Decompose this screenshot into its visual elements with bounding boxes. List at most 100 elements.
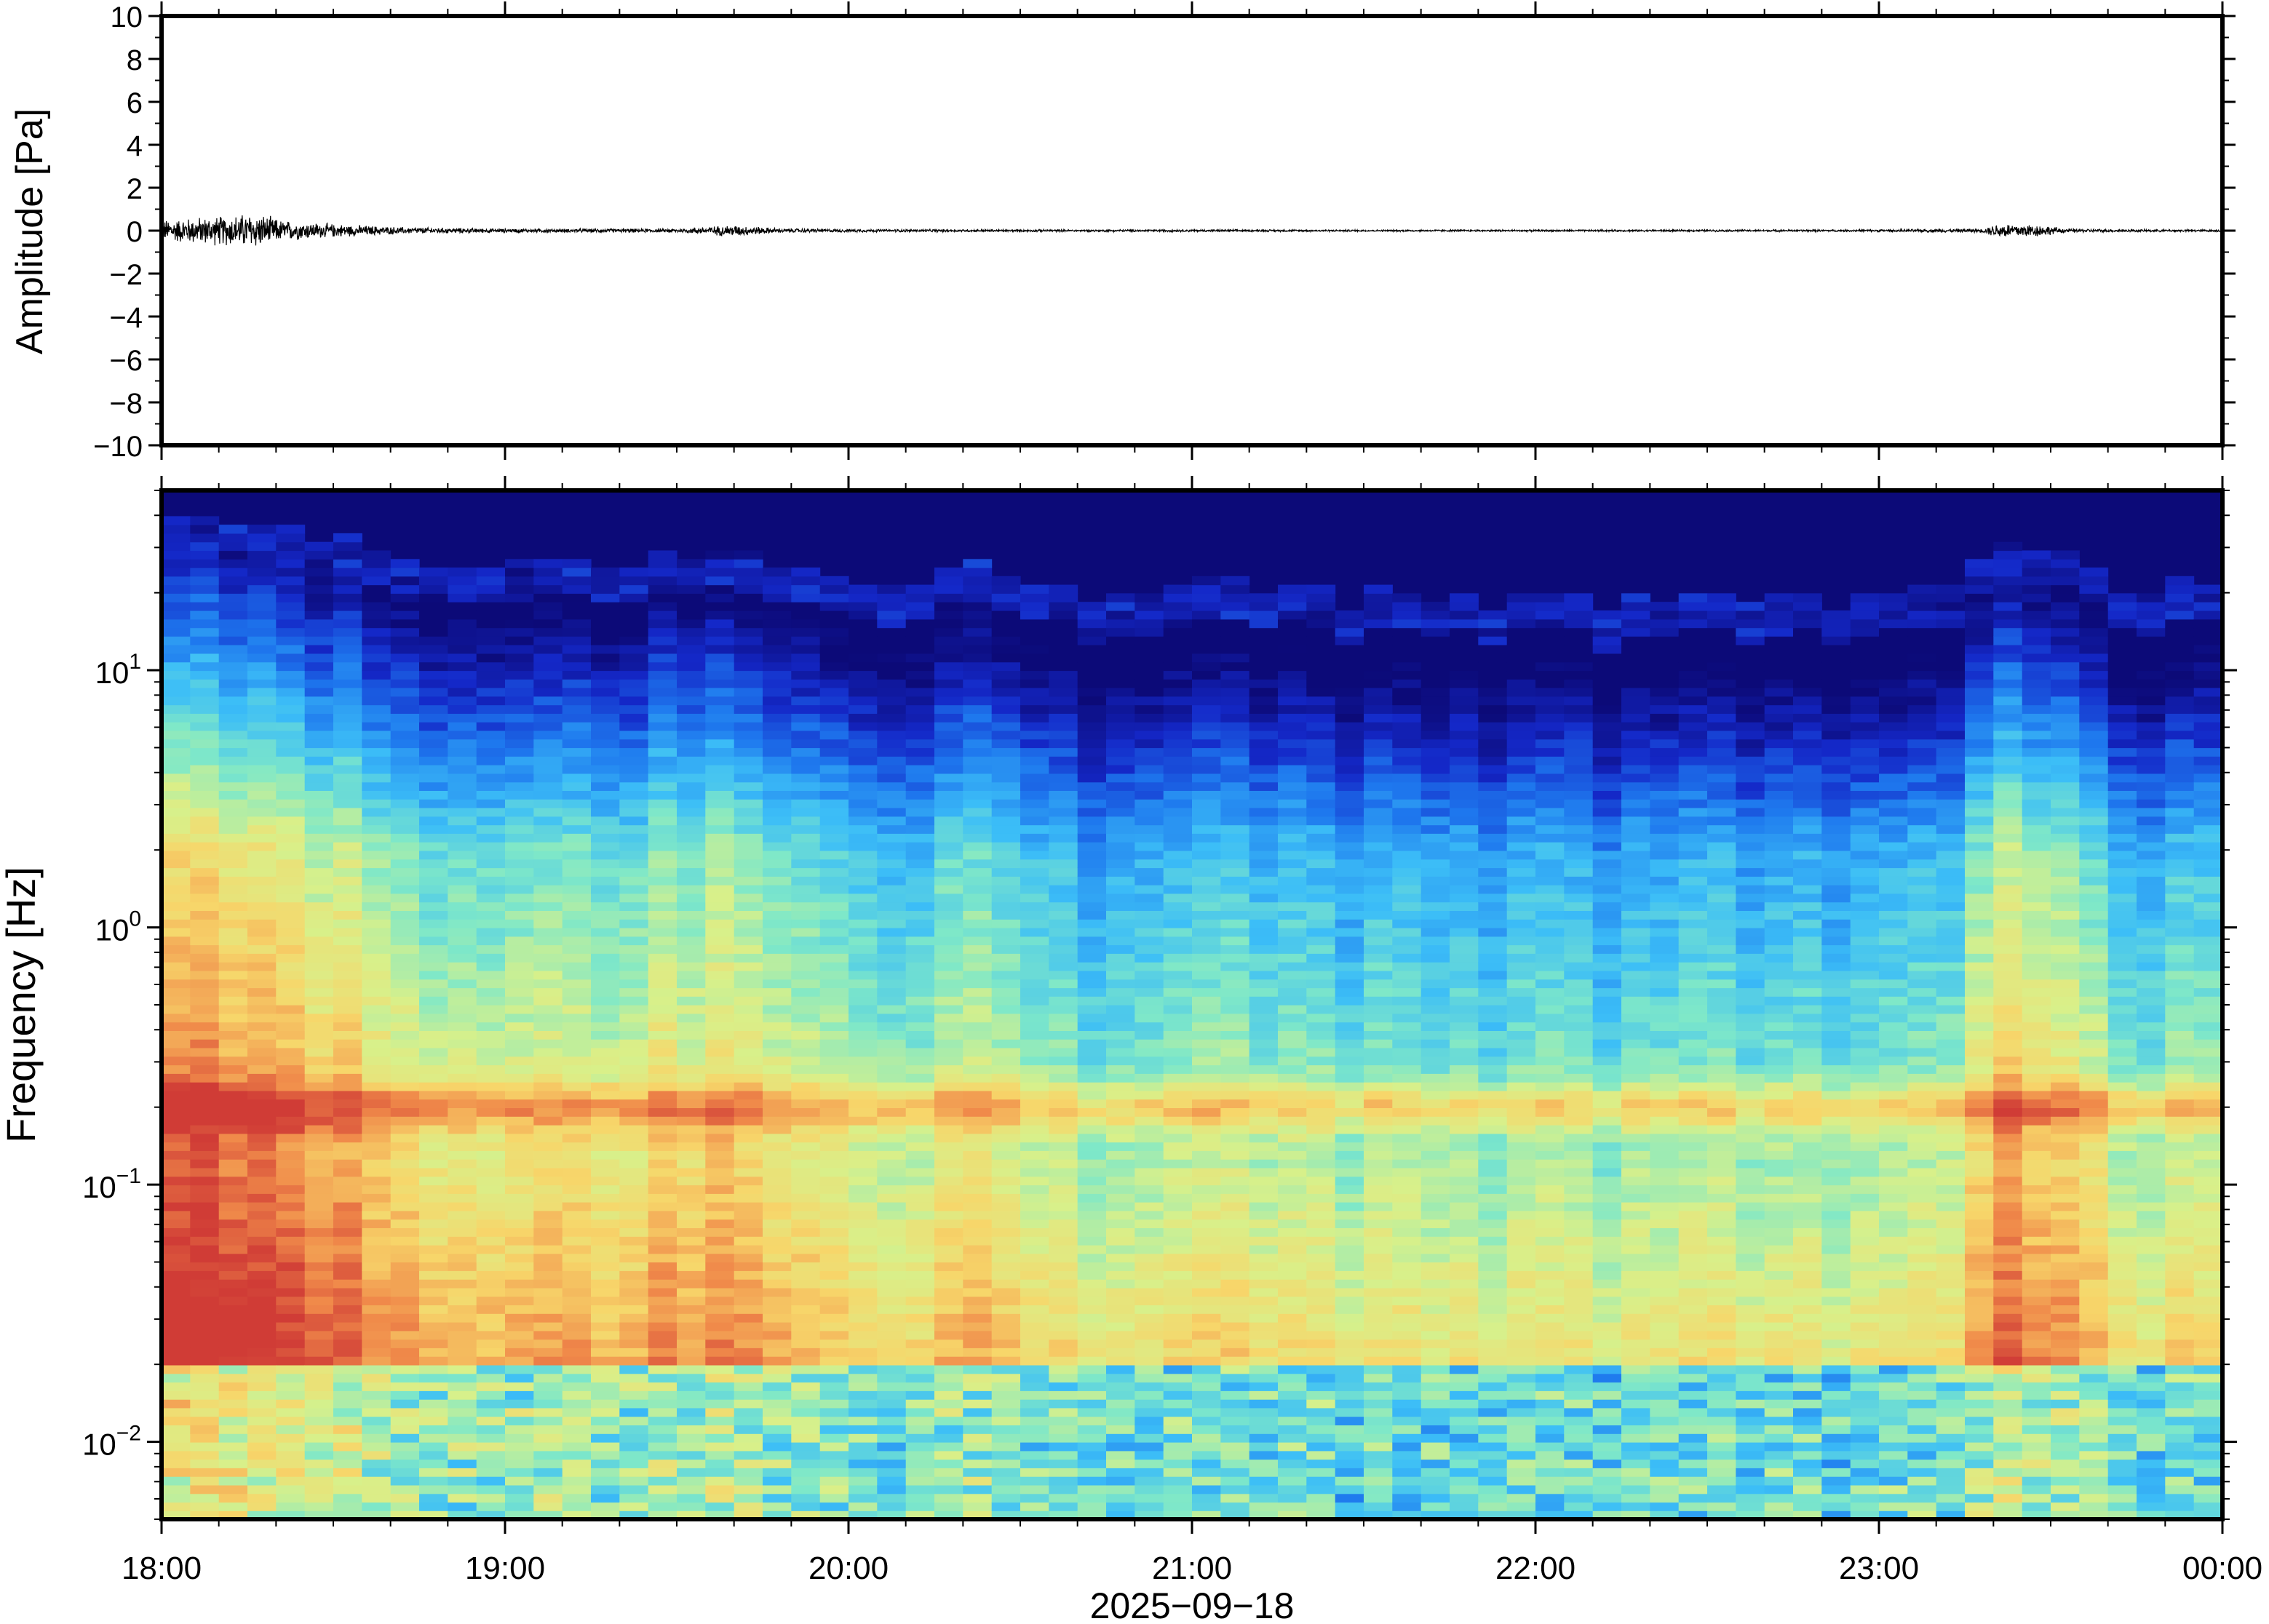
spectrogram-cell (791, 936, 821, 946)
spectrogram-cell (677, 773, 706, 783)
spectrogram-cell (1134, 1484, 1164, 1494)
spectrogram-cell (677, 636, 706, 645)
spectrogram-cell (1192, 1339, 1221, 1348)
spectrogram-cell (619, 1305, 649, 1314)
spectrogram-cell (991, 1476, 1021, 1486)
spectrogram-cell (1278, 919, 1307, 928)
spectrogram-cell (1192, 996, 1221, 1006)
spectrogram-cell (963, 1322, 993, 1332)
spectrogram-cell (448, 1236, 477, 1246)
spectrogram-cell (218, 1390, 248, 1400)
spectrogram-cell (1163, 850, 1193, 860)
spectrogram-cell (1278, 713, 1307, 723)
spectrogram-cell (333, 1382, 362, 1391)
spectrogram-cell (247, 1022, 277, 1031)
spectrogram-cell (448, 859, 477, 869)
spectrogram-cell (276, 1022, 306, 1031)
spectrogram-cell (162, 1450, 191, 1460)
spectrogram-cell (362, 1090, 392, 1100)
spectrogram-cell (362, 1125, 392, 1134)
spectrogram-cell (648, 1287, 677, 1297)
spectrogram-cell (1020, 1202, 1049, 1211)
spectrogram-cell (162, 808, 191, 817)
spectrogram-cell (648, 550, 677, 560)
spectrogram-cell (562, 850, 592, 860)
spectrogram-cell (1220, 781, 1250, 791)
spectrogram-cell (276, 645, 306, 654)
spectrogram-cell (562, 1416, 592, 1425)
spectrogram-cell (362, 1390, 392, 1400)
spectrogram-cell (1134, 1125, 1164, 1134)
spectrogram-cell (677, 824, 706, 834)
spectrogram-cell (448, 1150, 477, 1160)
spectrogram-cell (1306, 859, 1336, 869)
spectrogram-cell (591, 747, 620, 757)
spectrogram-cell (763, 1407, 792, 1417)
spectrogram-cell (247, 885, 277, 894)
spectrogram-cell (1220, 1330, 1250, 1340)
spectrogram-cell (763, 1484, 792, 1494)
spectrogram-cell (476, 867, 506, 877)
spectrogram-cell (476, 1450, 506, 1460)
spectrogram-cell (849, 790, 878, 800)
spectrogram-cell (162, 602, 191, 611)
spectrogram-cell (1220, 1287, 1250, 1297)
spectrogram-cell (991, 645, 1021, 654)
spectrogram-cell (1192, 799, 1221, 808)
spectrogram-cell (1220, 919, 1250, 928)
spectrogram-cell (476, 1099, 506, 1108)
spectrogram-cell (247, 1484, 277, 1494)
spectrogram-cell (934, 928, 963, 937)
spectrogram-cell (333, 1082, 362, 1091)
spectrogram-cell (1306, 1210, 1336, 1220)
spectrogram-cell (333, 1227, 362, 1237)
spectrogram-cell (362, 1407, 392, 1417)
spectrogram-cell (648, 1356, 677, 1366)
spectrogram-cell (648, 704, 677, 714)
spectrogram-cell (591, 1305, 620, 1314)
spectrogram-cell (1192, 1056, 1221, 1066)
spectrogram-cell (419, 1082, 448, 1091)
spectrogram-cell (1364, 1425, 1393, 1434)
spectrogram-cell (476, 885, 506, 894)
spectrogram-cell (648, 1270, 677, 1280)
spectrogram-cell (533, 1099, 563, 1108)
spectrogram-cell (505, 919, 534, 928)
spectrogram-cell (1249, 713, 1279, 723)
spectrogram-cell (963, 928, 993, 937)
spectrogram-cell (1163, 1082, 1193, 1091)
spectrogram-cell (619, 781, 649, 791)
spectrogram-cell (1163, 996, 1193, 1006)
spectrogram-cell (448, 1030, 477, 1040)
spectrogram-cell (190, 876, 220, 885)
spectrogram-cell (1020, 1133, 1049, 1143)
spectrogram-cell (1392, 1468, 1422, 1477)
spectrogram-cell (562, 593, 592, 602)
spectrogram-cell (791, 833, 821, 843)
spectrogram-cell (591, 910, 620, 920)
spectrogram-cell (1163, 1296, 1193, 1305)
spectrogram-cell (1192, 987, 1221, 997)
spectrogram-cell (333, 944, 362, 954)
spectrogram-cell (1134, 1005, 1164, 1014)
spectrogram-cell (1106, 876, 1135, 885)
spectrogram-cell (362, 1185, 392, 1194)
spectrogram-cell (734, 1125, 763, 1134)
spectrogram-cell (1278, 704, 1307, 714)
spectrogram-cell (476, 1459, 506, 1468)
spectrogram-cell (648, 808, 677, 817)
spectrogram-cell (1077, 1082, 1107, 1091)
spectrogram-cell (218, 919, 248, 928)
spectrogram-cell (362, 808, 392, 817)
spectrogram-cell (218, 979, 248, 989)
spectrogram-cell (905, 1373, 935, 1383)
spectrogram-cell (333, 859, 362, 869)
spectrogram-cell (1134, 867, 1164, 877)
spectrogram-cell (1049, 1133, 1078, 1143)
spectrogram-cell (1220, 1476, 1250, 1486)
spectrogram-cell (1192, 781, 1221, 791)
spectrogram-cell (763, 1150, 792, 1160)
spectrogram-cell (218, 1270, 248, 1280)
spectrogram-cell (448, 799, 477, 808)
spectrogram-cell (819, 1047, 849, 1057)
